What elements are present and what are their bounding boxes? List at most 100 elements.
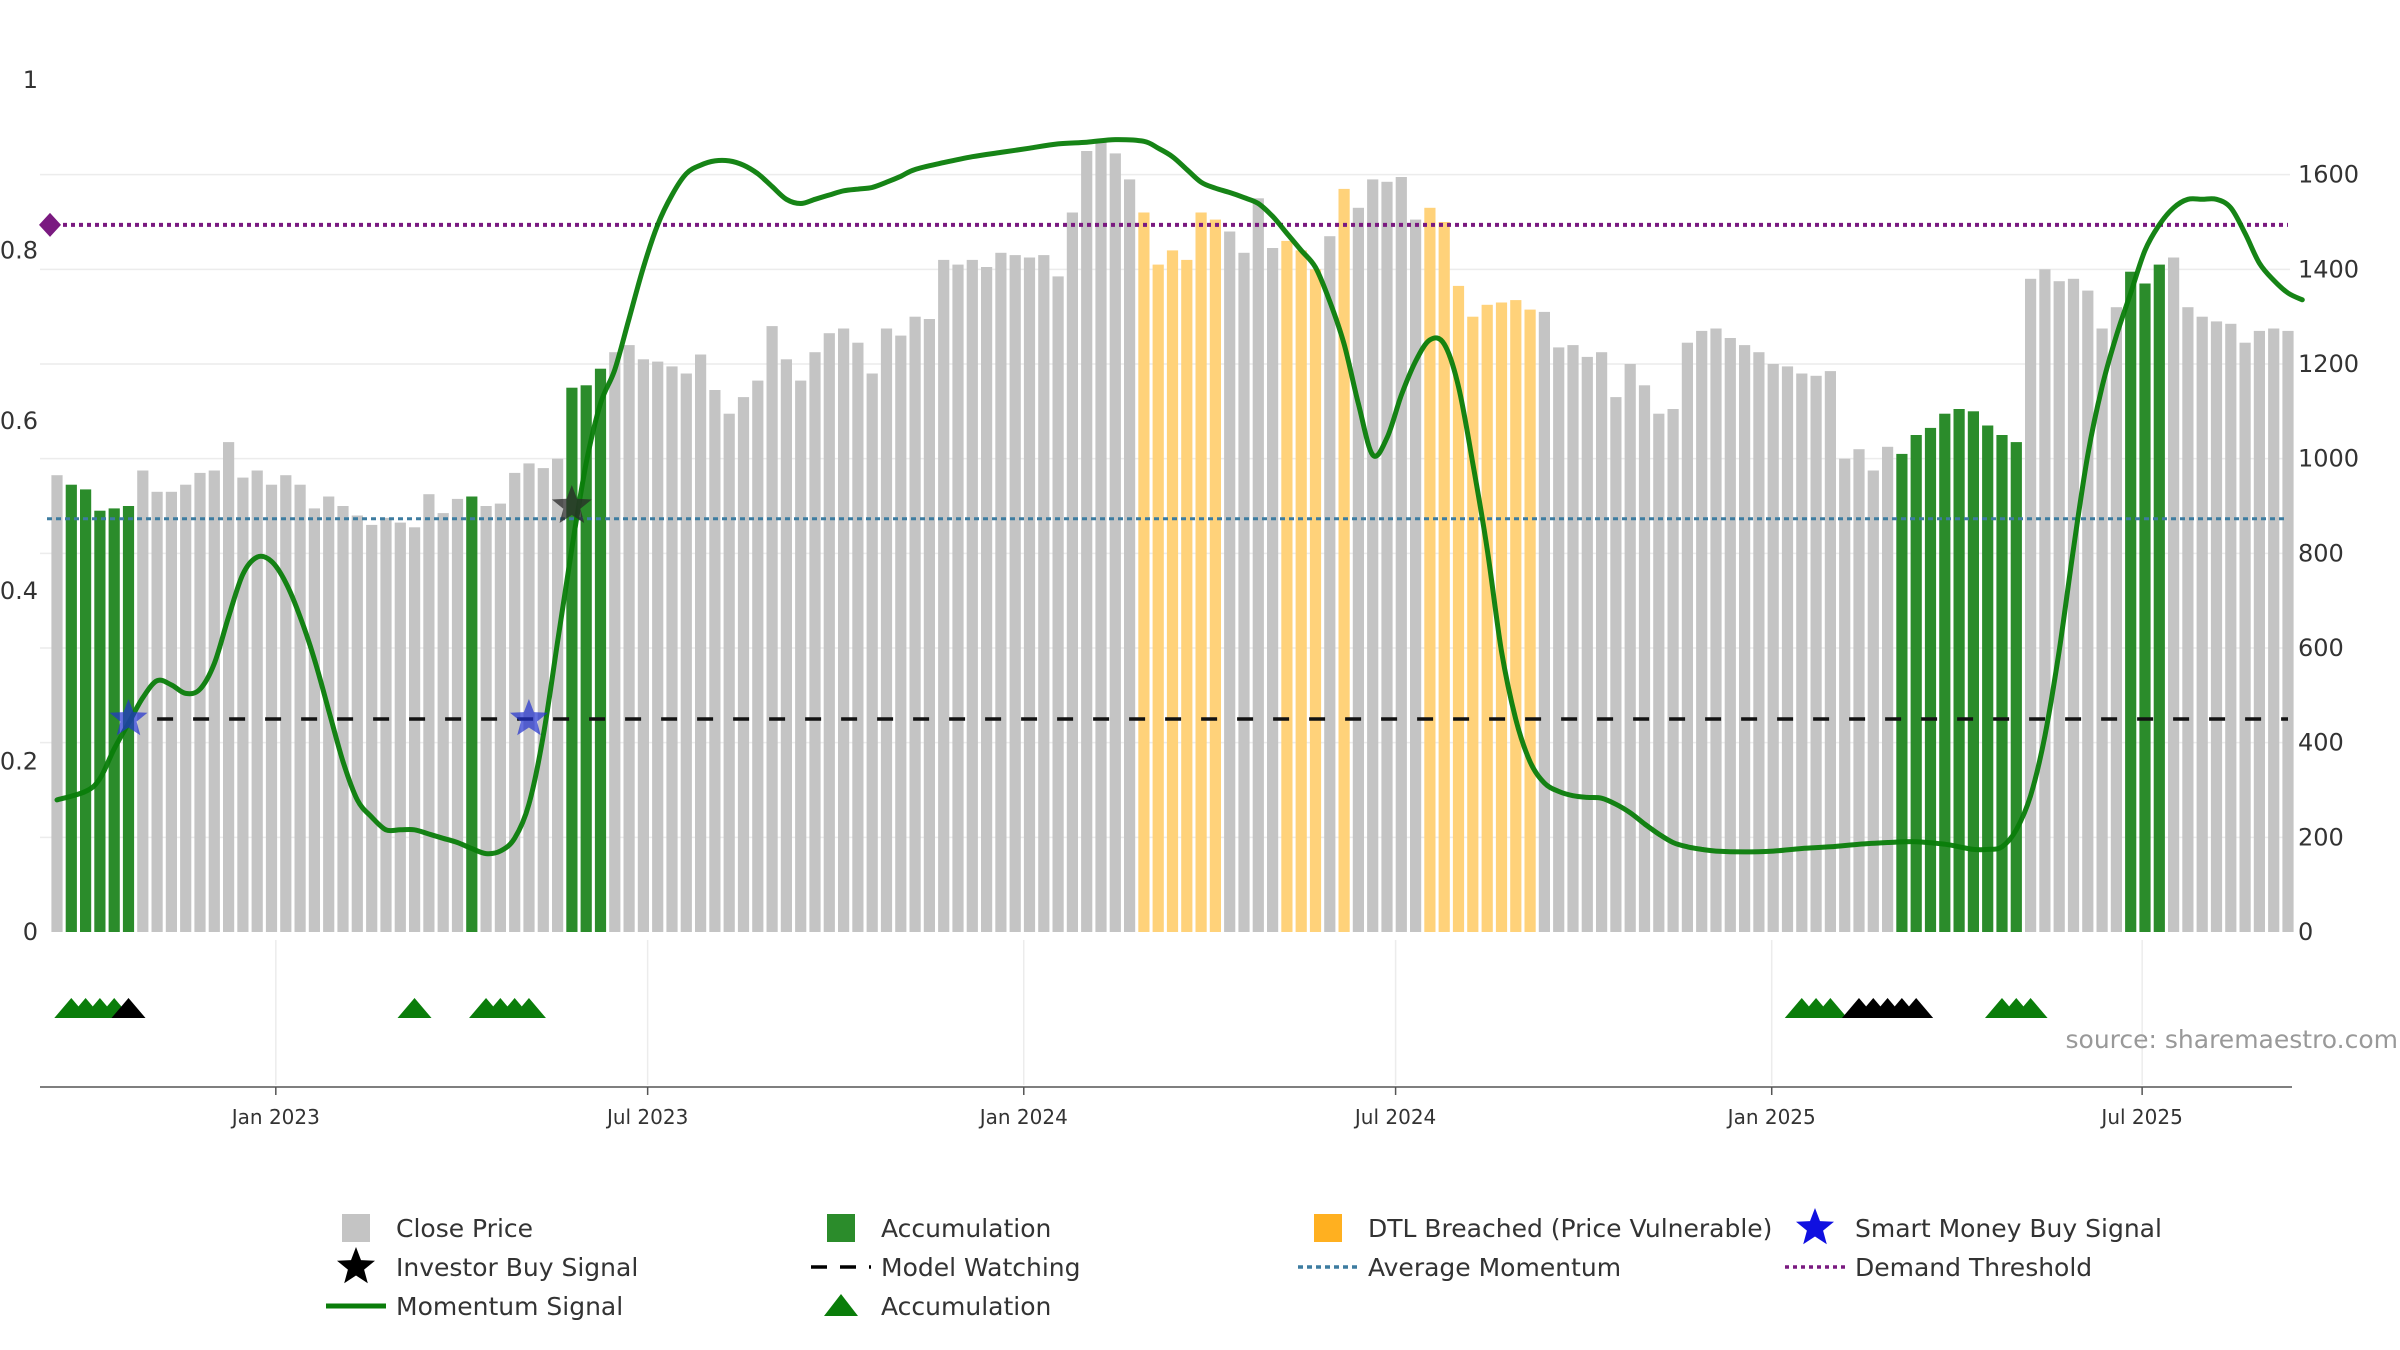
close-bar (2239, 342, 2251, 932)
close-bar (223, 442, 235, 932)
close-bar (895, 335, 907, 933)
close-bar (952, 264, 964, 933)
close-bar (1052, 276, 1064, 932)
close-bar (1395, 177, 1407, 932)
close-bar (509, 472, 521, 932)
close-bar (1667, 409, 1679, 932)
close-bar (51, 475, 63, 932)
accumulation-bar (2139, 283, 2151, 932)
close-bar (909, 316, 921, 932)
close-bar (409, 527, 421, 932)
close-bar (709, 390, 721, 932)
close-bar (780, 359, 792, 932)
dtl-bar (1152, 264, 1164, 933)
close-bar (1081, 151, 1093, 932)
right-axis-tick-label: 600 (2298, 634, 2344, 662)
close-bar (1352, 207, 1364, 933)
legend-icon-close-price (342, 1214, 370, 1242)
dtl-bar (1338, 188, 1350, 932)
x-axis-tick-label: Jul 2025 (2099, 1105, 2182, 1129)
axes: 0 0.2 0.4 0.6 0.8 1 0 200 400 600 800 1000 1200 1400 1… (0, 66, 2359, 1129)
demand-threshold-marker (39, 212, 61, 237)
close-bar (437, 513, 449, 932)
close-bar (151, 491, 163, 932)
accumulation-bar (2153, 264, 2165, 933)
close-bar (294, 484, 306, 932)
close-bar (1381, 181, 1393, 933)
accumulation-triangle (397, 998, 432, 1018)
left-axis-tick-label: 0.8 (0, 236, 38, 264)
close-bar (366, 524, 378, 932)
dtl-bar (1481, 304, 1493, 932)
close-bar (1882, 446, 1894, 932)
close-bar (966, 259, 978, 932)
smart-money-star (509, 699, 548, 736)
close-bar (1596, 352, 1608, 932)
price-bars (51, 141, 2294, 933)
close-bar (1324, 236, 1336, 932)
right-axis-tick-label: 0 (2298, 918, 2313, 946)
close-bar (2168, 257, 2180, 932)
momentum-line (54, 137, 2305, 857)
close-bar (2282, 330, 2294, 932)
grid (40, 173, 2290, 1085)
close-bar (2110, 307, 2122, 932)
close-bar (752, 380, 764, 933)
legend-item: Average Momentum (1298, 1253, 1621, 1282)
close-bar (552, 458, 564, 932)
close-bar (1638, 385, 1651, 932)
close-bar (1810, 375, 1822, 932)
close-bar (1581, 356, 1593, 932)
legend-item: Close Price (342, 1214, 533, 1243)
close-bar (2196, 316, 2208, 932)
close-bar (1796, 373, 1808, 932)
close-bar (180, 484, 192, 932)
close-bar (1066, 212, 1078, 932)
legend-item: Accumulation (824, 1292, 1051, 1321)
close-bar (2225, 323, 2237, 932)
accumulation-bar (80, 489, 92, 932)
dtl-bar (1295, 250, 1307, 932)
accumulation-bar (594, 368, 607, 932)
accumulation-bar (580, 385, 592, 932)
accumulation-triangle (2013, 998, 2048, 1018)
dtl-bar (1495, 302, 1508, 932)
close-bar (537, 468, 549, 932)
close-bar (1696, 330, 1708, 932)
close-bar (695, 354, 707, 932)
accumulation-bar (1982, 425, 1994, 932)
legend-item: Investor Buy Signal (337, 1247, 638, 1284)
right-axis-tick-label: 1600 (2298, 161, 2359, 189)
source-label: source: sharemaestro.com (2066, 1025, 2399, 1054)
legend-icon-accumulation (827, 1214, 855, 1242)
close-bar (208, 470, 220, 932)
close-bar (1124, 179, 1136, 932)
legend-label: DTL Breached (Price Vulnerable) (1368, 1214, 1772, 1243)
close-bar (866, 373, 878, 932)
dtl-bar (1452, 285, 1465, 932)
legend-label: Accumulation (881, 1292, 1051, 1321)
legend-item: Model Watching (811, 1253, 1081, 1282)
legend-label: Close Price (396, 1214, 533, 1243)
dtl-bar (1438, 222, 1450, 932)
close-bar (852, 342, 864, 932)
dtl-bar (1209, 219, 1221, 933)
close-bar (1781, 366, 1794, 932)
close-bar (2253, 330, 2265, 932)
dtl-bar (1195, 212, 1207, 932)
close-bar (1023, 257, 1036, 932)
close-bar (938, 259, 950, 932)
close-bar (2096, 328, 2108, 932)
close-bar (1567, 345, 1579, 933)
legend-item: Accumulation (827, 1214, 1051, 1243)
close-bar (652, 361, 664, 933)
legend-label: Smart Money Buy Signal (1855, 1214, 2162, 1243)
close-bar (1009, 255, 1021, 933)
close-bar (2182, 307, 2194, 932)
close-bar (1739, 345, 1751, 933)
close-bar (1681, 342, 1693, 932)
accumulation-bar (2125, 271, 2137, 932)
left-axis-tick-label: 0.2 (0, 748, 38, 776)
close-bar (737, 397, 750, 933)
